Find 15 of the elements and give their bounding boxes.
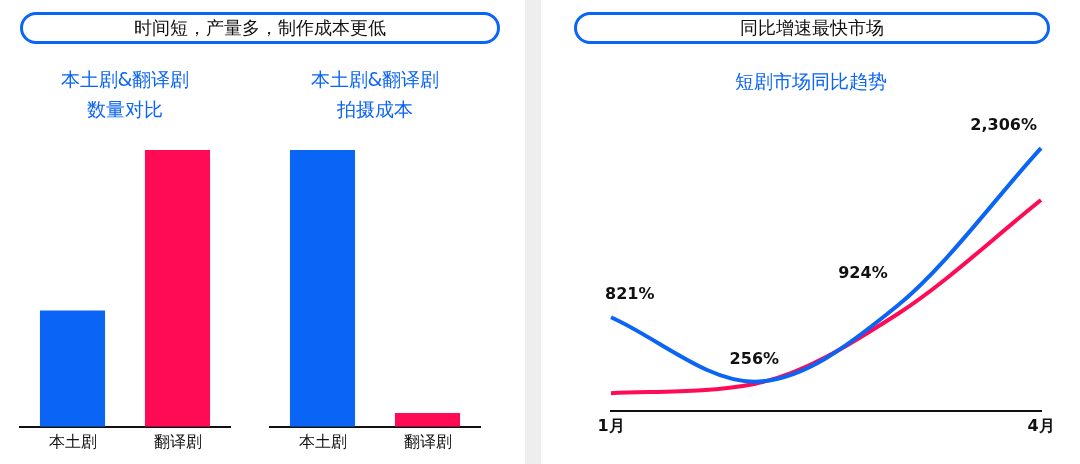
x-tick-label: 1月 xyxy=(597,415,625,435)
data-label: 256% xyxy=(729,348,780,368)
chart-title: 时间短，产量多，制作成本更低 xyxy=(20,12,500,44)
x-tick-label: 翻译剧 xyxy=(403,431,452,451)
x-tick-label: 4月 xyxy=(1027,415,1055,435)
data-label: 924% xyxy=(838,262,888,282)
x-tick-label: 本土剧 xyxy=(48,431,97,451)
chart-subtitle: 短剧市场同比趋势 xyxy=(733,69,888,94)
x-tick-label: 翻译剧 xyxy=(153,431,202,451)
data-label: 2,306% xyxy=(970,115,1037,135)
data-label: 821% xyxy=(605,284,655,304)
chart-title: 同比增速最快市场 xyxy=(574,12,1050,44)
chart-subtitle: 本土剧&翻译剧数量对比 xyxy=(59,67,191,122)
x-tick-label: 本土剧 xyxy=(298,431,347,451)
chart-subtitle: 本土剧&翻译剧拍摄成本 xyxy=(309,67,441,122)
